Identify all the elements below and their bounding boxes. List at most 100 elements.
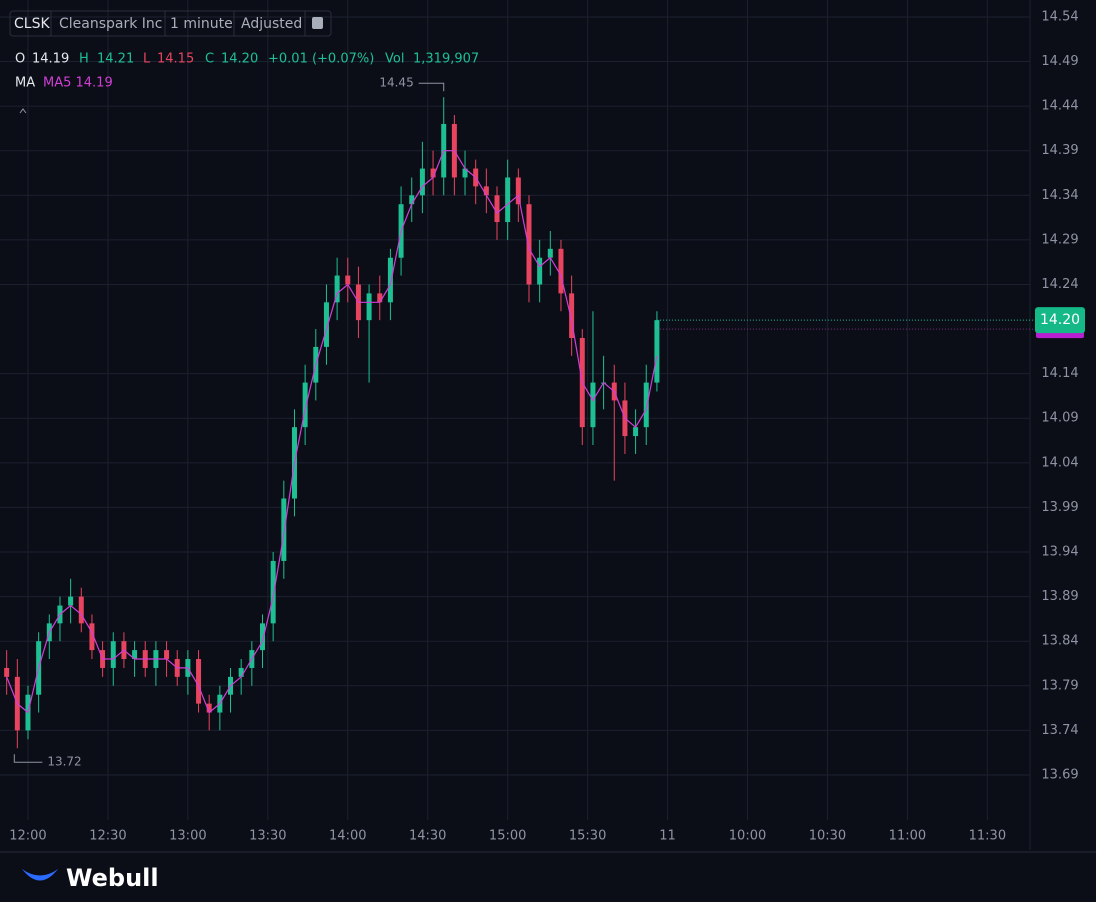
y-tick-label: 14.14: [1041, 366, 1078, 381]
y-tick-label: 14.34: [1041, 188, 1078, 203]
collapse-icon[interactable]: [19, 108, 27, 114]
menu-icon[interactable]: [312, 17, 323, 29]
candle-body: [526, 204, 532, 285]
candle-body: [537, 257, 543, 285]
candle-body: [238, 667, 244, 677]
candle-body: [345, 275, 351, 285]
high-pointer: [418, 82, 445, 92]
open-value: 14.19: [32, 52, 69, 67]
candle-body: [462, 168, 468, 178]
candle-body: [547, 248, 553, 258]
candle-body: [366, 293, 372, 321]
y-tick-label: 14.24: [1041, 277, 1078, 292]
y-tick-label: 14.29: [1041, 232, 1078, 247]
candle-body: [654, 320, 660, 383]
candle-body: [281, 498, 287, 561]
low-key: L: [143, 52, 151, 67]
candle-body: [323, 302, 329, 347]
candle-body: [196, 659, 202, 704]
x-tick-label: 13:00: [169, 829, 206, 844]
x-tick-label: 10:00: [729, 829, 766, 844]
interval[interactable]: 1 minute: [170, 16, 233, 32]
y-tick-label: 14.09: [1041, 411, 1078, 426]
x-tick-label: 12:00: [9, 829, 46, 844]
adjust[interactable]: Adjusted: [241, 16, 302, 32]
candle-body: [569, 293, 575, 338]
x-tick-label: 11: [659, 829, 676, 844]
y-tick-label: 13.89: [1041, 589, 1078, 604]
candle-body: [633, 427, 639, 437]
candle-body: [377, 293, 383, 303]
close-value: 14.20: [221, 52, 258, 67]
candle-body: [419, 168, 425, 196]
x-tick-label: 10:30: [809, 829, 846, 844]
logo-icon: [22, 869, 58, 881]
y-tick-label: 13.79: [1041, 678, 1078, 693]
low-pointer: [13, 754, 43, 763]
header-box: [9, 10, 332, 37]
brand: Webull: [66, 864, 159, 892]
candle-body: [590, 382, 596, 428]
low-value: 14.15: [157, 52, 194, 67]
y-tick-label: 13.84: [1041, 634, 1078, 649]
y-tick-label: 13.99: [1041, 500, 1078, 515]
candle-body: [558, 248, 564, 294]
high-label: 14.45: [379, 76, 413, 90]
high-value: 14.21: [97, 52, 134, 67]
x-tick-label: 14:00: [329, 829, 366, 844]
candle-body: [430, 168, 436, 178]
y-tick-label: 13.94: [1041, 545, 1078, 560]
x-tick-label: 11:00: [889, 829, 926, 844]
y-tick-label: 14.44: [1041, 99, 1078, 114]
candle-body: [132, 650, 138, 660]
y-tick-label: 13.69: [1041, 767, 1078, 782]
candle-body: [68, 596, 74, 606]
candle-body: [164, 650, 170, 660]
open-key: O: [15, 52, 25, 67]
ma5-legend: MA5 14.19: [43, 76, 113, 91]
y-tick-label: 13.74: [1041, 723, 1078, 738]
x-tick-label: 14:30: [409, 829, 446, 844]
candle-body: [505, 177, 511, 223]
ticker[interactable]: CLSK: [14, 16, 50, 32]
last-price-text: 14.20: [1040, 312, 1080, 328]
low-label: 13.72: [47, 755, 81, 769]
candle-body: [334, 275, 340, 303]
vol-key: Vol: [385, 52, 404, 67]
y-tick-label: 14.04: [1041, 455, 1078, 470]
y-tick-label: 14.54: [1041, 9, 1078, 24]
x-tick-label: 11:30: [969, 829, 1006, 844]
x-tick-label: 13:30: [249, 829, 286, 844]
grid: [0, 0, 1031, 850]
candle-body: [483, 186, 489, 196]
ma-key: MA: [15, 76, 35, 91]
y-tick-label: 14.39: [1041, 143, 1078, 158]
candle-body: [270, 560, 276, 624]
high-key: H: [79, 52, 89, 67]
candle-body: [259, 623, 265, 651]
last-price-tag: [1035, 307, 1085, 334]
vol-value: 1,319,907: [413, 52, 479, 67]
candle-body: [387, 257, 393, 303]
candle-body: [110, 641, 116, 668]
y-tick-label: 14.49: [1041, 54, 1078, 69]
ma5-line: [6, 150, 658, 714]
plot: 14.45 13.72: [4, 76, 1035, 769]
candle-body: [78, 596, 84, 624]
change: +0.01 (+0.07%): [268, 52, 374, 67]
candle-body: [515, 177, 521, 205]
candle-body: [409, 195, 415, 205]
close-key: C: [205, 52, 214, 67]
candle-body: [494, 195, 500, 223]
candle-body: [4, 667, 10, 677]
candle-body: [643, 382, 649, 428]
candle-body: [89, 623, 95, 651]
x-tick-label: 12:30: [89, 829, 126, 844]
candle-body: [206, 703, 212, 713]
x-tick-label: 15:00: [489, 829, 526, 844]
candle-body: [302, 382, 308, 428]
company[interactable]: Cleanspark Inc: [59, 16, 163, 32]
